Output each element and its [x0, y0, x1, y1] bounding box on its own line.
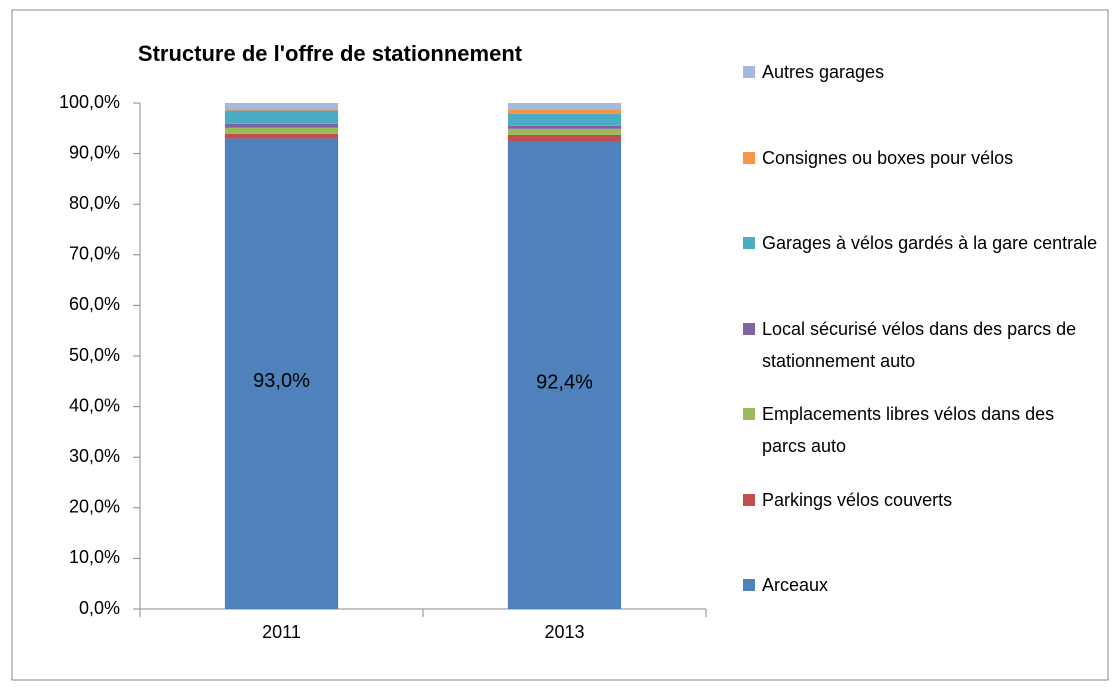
y-tick-label: 40,0% — [69, 395, 120, 415]
legend-item: Autres garages — [743, 56, 1103, 88]
bar-segment — [507, 134, 622, 142]
y-tick-label: 50,0% — [69, 345, 120, 365]
legend-label: Arceaux — [762, 575, 829, 595]
y-tick-label: 20,0% — [69, 497, 120, 517]
legend-item: Consignes ou boxes pour vélos — [743, 142, 1103, 174]
legend-label: Parkings vélos couverts — [762, 489, 953, 510]
x-tick-label: 2013 — [544, 622, 584, 642]
bar-segment — [507, 103, 622, 110]
bar-segment — [507, 109, 622, 114]
y-tick-label: 30,0% — [69, 446, 120, 466]
legend-item: Local sécurisé vélos dans des parcs de s… — [743, 313, 1103, 377]
bar-segment — [224, 123, 339, 128]
y-tick-label: 90,0% — [69, 142, 120, 162]
legend-swatch — [743, 493, 755, 506]
bar-segment — [224, 110, 339, 124]
legend-label: Emplacements libres vélos dans des parcs… — [762, 404, 1055, 456]
bar-segment — [224, 138, 339, 610]
bar-segment — [224, 127, 339, 134]
legend-item: Arceaux — [743, 569, 1103, 601]
legend-item: Garages à vélos gardés à la gare central… — [743, 227, 1103, 259]
bar-segment — [224, 109, 339, 111]
legend-swatch — [743, 151, 755, 164]
legend-label: Autres garages — [762, 62, 885, 82]
y-tick-label: 80,0% — [69, 193, 120, 213]
y-tick-label: 10,0% — [69, 547, 120, 567]
y-tick-label: 100,0% — [59, 92, 120, 112]
chart-title: Structure de l'offre de stationnement — [138, 41, 523, 66]
y-tick-label: 70,0% — [69, 244, 120, 264]
bar-segment — [507, 125, 622, 129]
chart-frame — [11, 9, 1109, 681]
legend-swatch — [743, 408, 755, 420]
legend-swatch — [743, 579, 755, 591]
data-label: 92,4% — [536, 372, 593, 394]
legend-item: Parkings vélos couverts — [743, 484, 1103, 516]
legend-swatch — [743, 66, 755, 78]
bar-segment — [224, 103, 339, 110]
data-label: 93,0% — [253, 370, 310, 392]
x-tick-label: 2011 — [262, 622, 301, 642]
legend-swatch — [743, 322, 755, 335]
legend-label: Local sécurisé vélos dans des parcs de s… — [762, 318, 1077, 371]
bar-segment — [507, 113, 622, 126]
y-tick-label: 60,0% — [69, 294, 120, 314]
bar-segment — [507, 128, 622, 135]
bar-segment — [224, 133, 339, 139]
legend-item: Emplacements libres vélos dans des parcs… — [743, 398, 1103, 462]
bar-segment — [507, 141, 622, 609]
legend-swatch — [743, 237, 755, 249]
legend-label: Garages à vélos gardés à la gare central… — [762, 233, 1098, 253]
legend-label: Consignes ou boxes pour vélos — [762, 147, 1014, 168]
y-tick-label: 0,0% — [79, 598, 120, 618]
